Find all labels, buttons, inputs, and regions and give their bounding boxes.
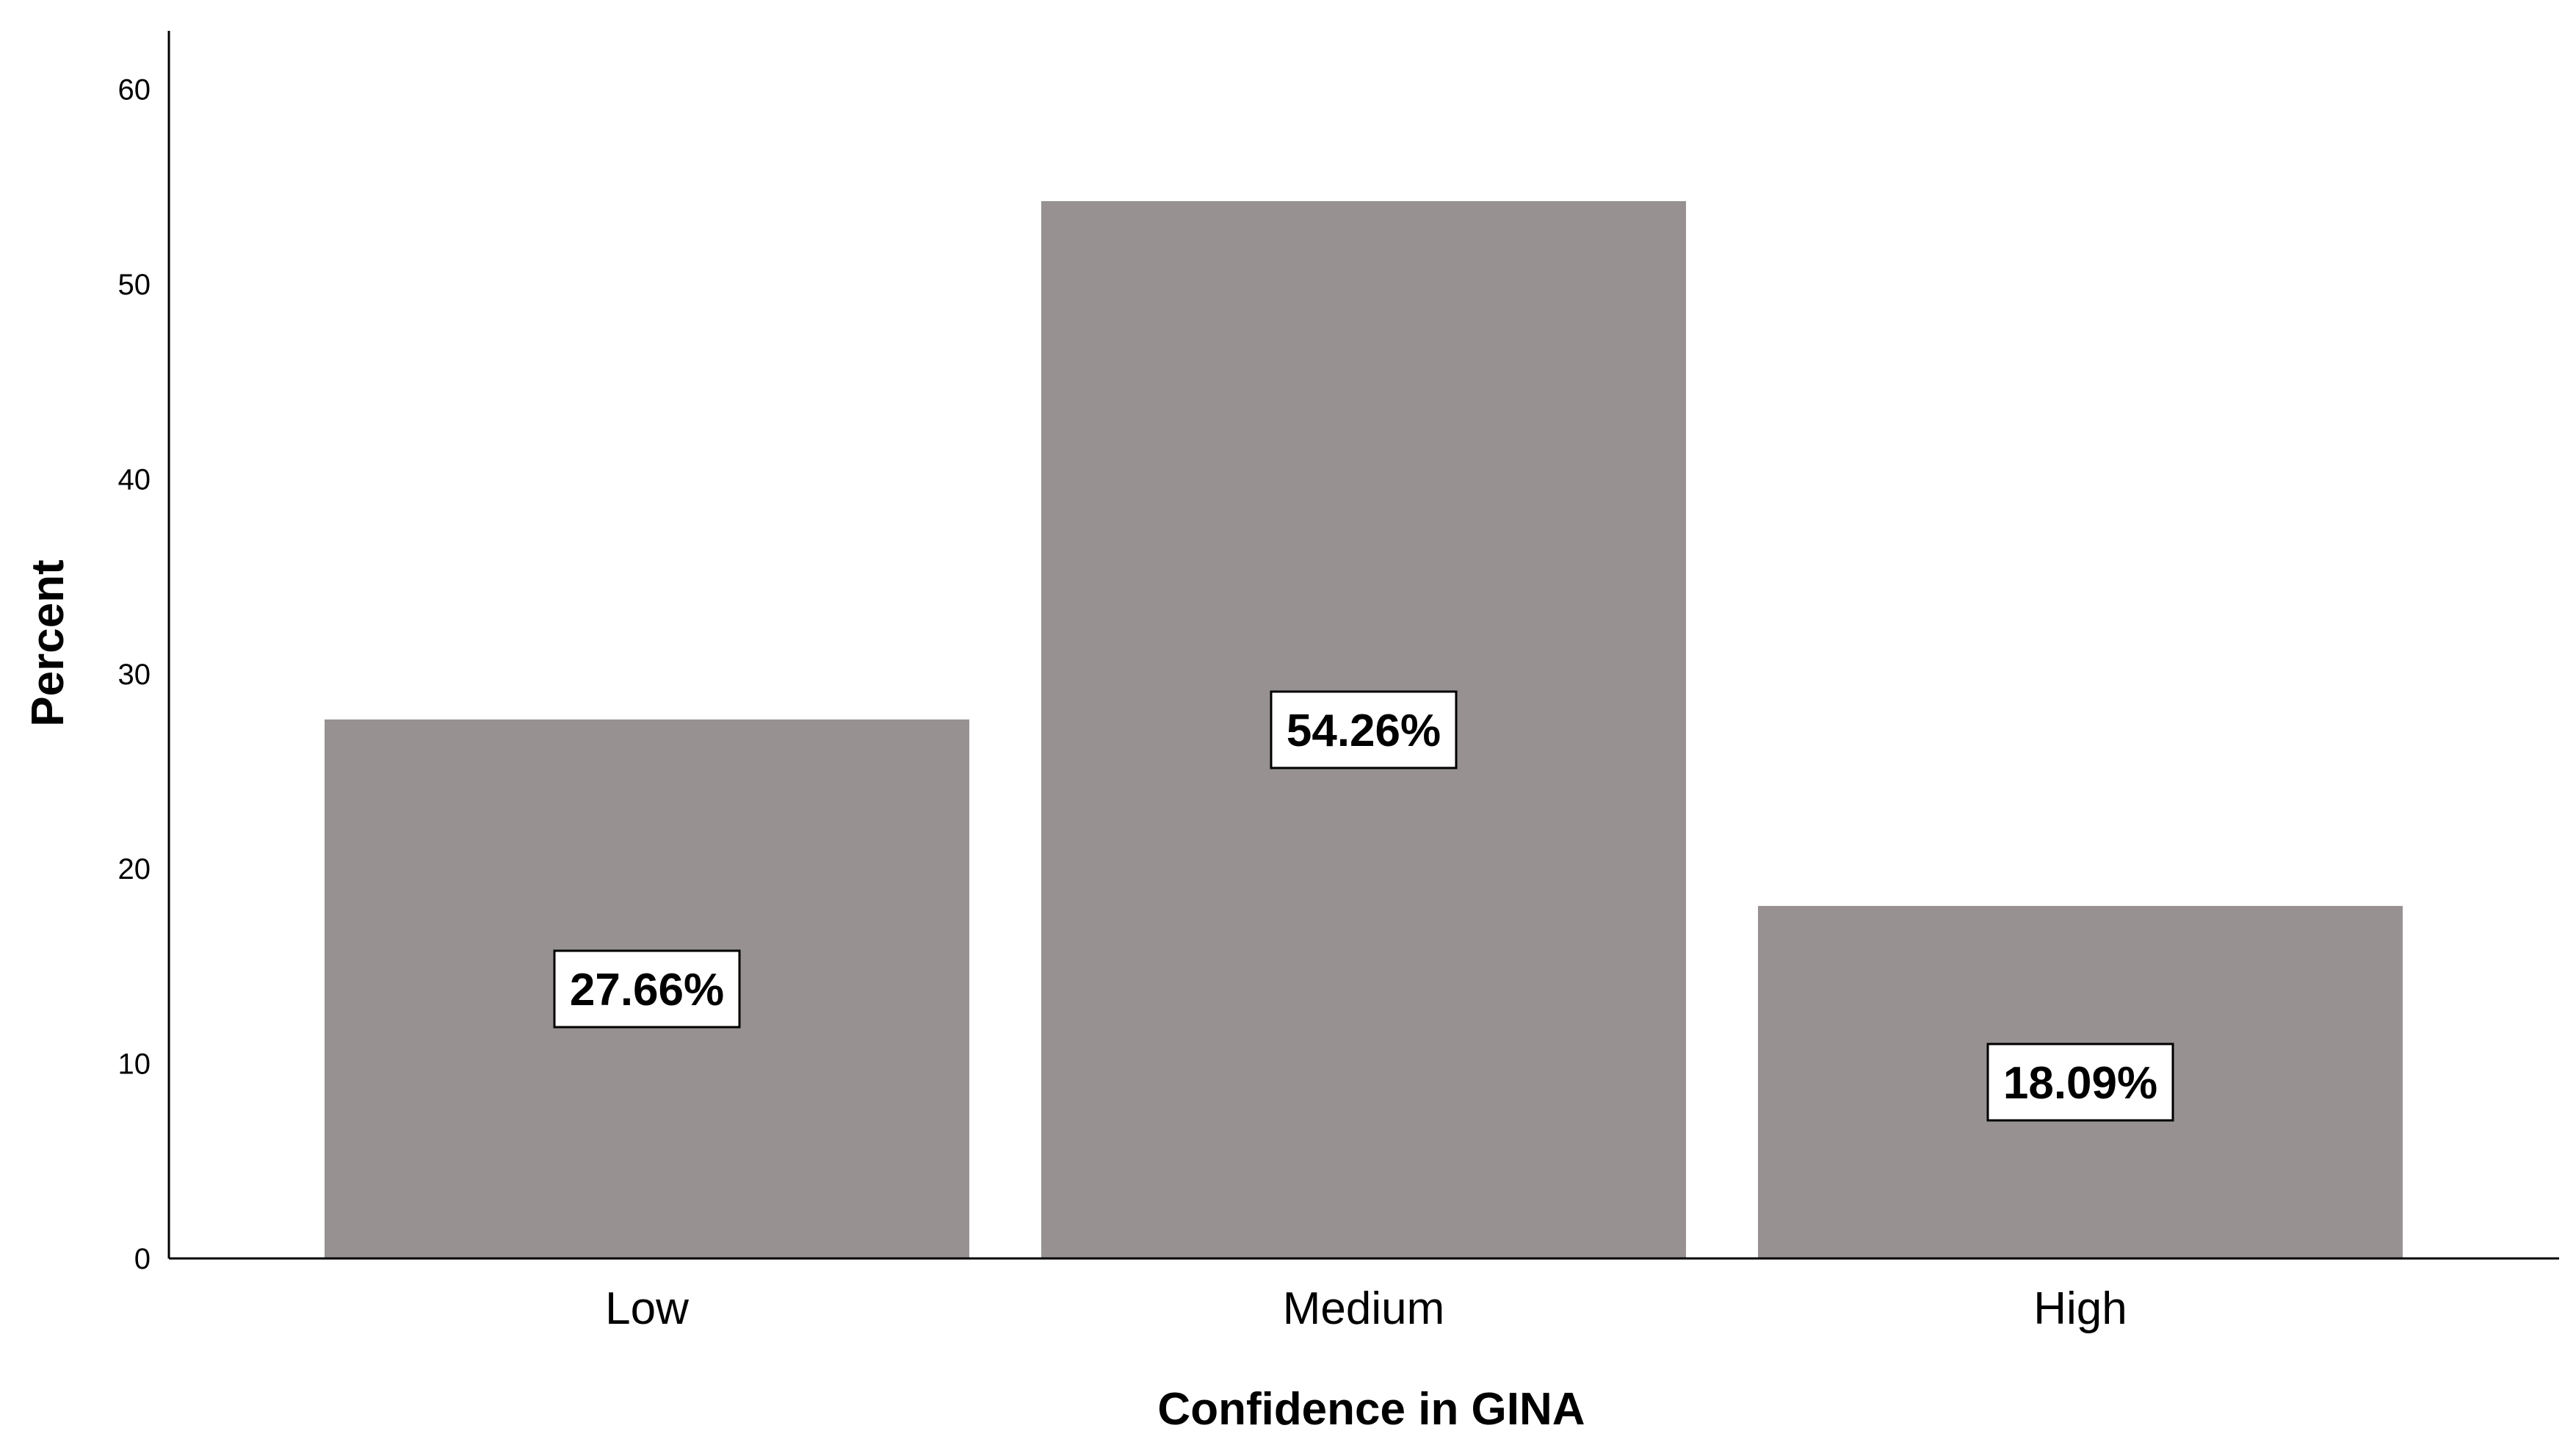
y-axis-title: Percent bbox=[23, 559, 73, 726]
y-tick-label: 10 bbox=[118, 1048, 151, 1081]
x-tick-label-low: Low bbox=[605, 1283, 689, 1334]
y-tick-label: 30 bbox=[118, 659, 151, 691]
data-label-high: 18.09% bbox=[1986, 1043, 2174, 1122]
y-tick-label: 50 bbox=[118, 269, 151, 301]
y-tick-label: 0 bbox=[134, 1243, 151, 1275]
y-tick-labels: 0 10 20 30 40 50 60 bbox=[118, 74, 151, 1275]
y-tick-label: 20 bbox=[118, 853, 151, 885]
x-axis-title: Confidence in GINA bbox=[1157, 1384, 1585, 1435]
data-label-text: 18.09% bbox=[2003, 1058, 2157, 1109]
y-tick-label: 40 bbox=[118, 463, 151, 496]
y-tick-label: 60 bbox=[118, 74, 151, 106]
x-tick-label-medium: Medium bbox=[1283, 1283, 1445, 1334]
data-label-medium: 54.26% bbox=[1270, 690, 1458, 769]
data-label-box bbox=[1986, 1043, 2174, 1122]
data-labels: 27.66% 54.26% 18.09% bbox=[553, 690, 2174, 1122]
data-label-box bbox=[553, 949, 741, 1029]
data-label-box bbox=[1270, 690, 1458, 769]
x-tick-labels: Low Medium High bbox=[605, 1283, 2127, 1334]
data-label-text: 54.26% bbox=[1287, 706, 1441, 756]
axes-layer bbox=[167, 31, 2559, 1260]
data-label-low: 27.66% bbox=[553, 949, 741, 1029]
data-label-text: 27.66% bbox=[570, 965, 724, 1015]
x-tick-label-high: High bbox=[2033, 1283, 2127, 1334]
